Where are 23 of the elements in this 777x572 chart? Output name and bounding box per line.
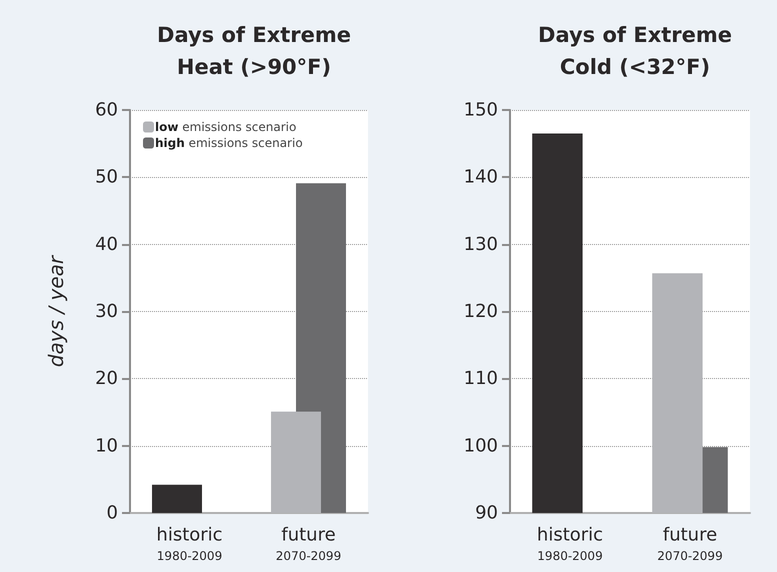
y-tick-label: 50 [95,166,118,188]
y-tick-label: 60 [95,100,118,120]
y-tick-label: 10 [95,435,118,456]
chart-title: Days of Extreme Heat (>90°F) [157,23,351,79]
x-tick-label: future 2070-2099 [276,524,342,563]
legend-label: low emissions scenario [155,120,296,134]
y-tick-label: 120 [464,301,498,322]
y-tick-label: 100 [464,435,498,456]
chart-title: Days of Extreme Cold (<32°F) [538,23,732,79]
y-tick-label: 90 [475,502,498,524]
x-tick-label: future 2070-2099 [657,524,723,563]
legend-label: high emissions scenario [155,136,303,150]
y-axis-title: days / year [44,254,68,368]
y-tick-label: 140 [464,166,498,188]
y-tick-label: 0 [106,502,118,524]
x-tick-label: historic 1980-2009 [536,524,604,563]
y-tick-label: 40 [95,234,118,255]
y-tick-label: 20 [95,368,118,390]
y-tick-label: 30 [95,301,118,322]
y-tick-label: 150 [464,100,498,120]
x-tick-label: historic 1980-2009 [156,524,223,563]
y-tick-label: 110 [464,368,498,390]
y-tick-label: 130 [464,234,498,255]
